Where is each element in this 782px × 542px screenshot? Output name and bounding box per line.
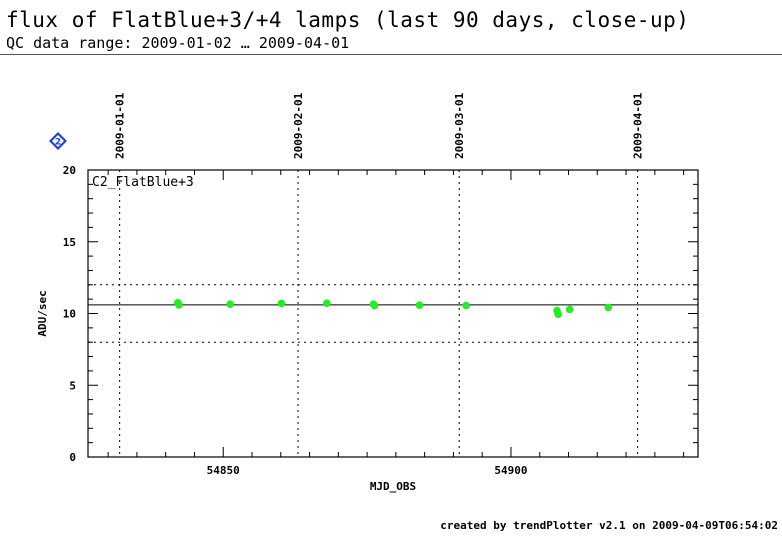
chart-grid (88, 170, 698, 457)
y-axis-label: ADU/sec (36, 290, 49, 336)
y-tick-label: 10 (63, 308, 76, 321)
x-tick-label: 54850 (207, 464, 240, 477)
data-point (604, 303, 613, 312)
chart-axes (87, 169, 699, 458)
data-point (462, 301, 470, 310)
y-tick-label: 0 (69, 451, 76, 464)
x-axis-label: MJD_OBS (370, 480, 416, 493)
chart-labels: 2009-01-01 2009-02-01 2009-03-01 2009-04-01… (36, 92, 645, 493)
date-marker-label: 2009-03-01 (453, 92, 466, 159)
y-tick-label: 20 (63, 164, 76, 177)
panel-label: C2_FlatBlue+3 (92, 175, 194, 190)
data-point (565, 305, 574, 314)
date-marker-label: 2009-01-01 (114, 92, 127, 159)
footer-credit: created by trendPlotter v2.1 on 2009-04-… (440, 519, 778, 532)
x-tick-label: 54900 (494, 464, 527, 477)
data-range-subtitle: QC data range: 2009-01-02 … 2009-04-01 (6, 34, 350, 52)
data-point (370, 301, 379, 310)
page-title: flux of FlatBlue+3/+4 lamps (last 90 day… (6, 8, 690, 32)
data-point (175, 301, 183, 309)
y-tick-label: 5 (69, 379, 76, 392)
chart-points (173, 298, 613, 319)
data-point (226, 300, 234, 308)
header-divider (0, 54, 782, 55)
data-point (554, 310, 562, 319)
date-marker-label: 2009-04-01 (632, 92, 645, 159)
date-marker-label: 2009-02-01 (292, 92, 305, 159)
badge-label: 2 (55, 138, 61, 148)
data-point (277, 299, 286, 308)
data-point (323, 299, 331, 307)
diamond-badge-icon[interactable]: 2 (49, 132, 67, 150)
plot-frame (87, 169, 699, 458)
y-tick-label: 15 (63, 236, 76, 249)
data-point (415, 301, 424, 309)
